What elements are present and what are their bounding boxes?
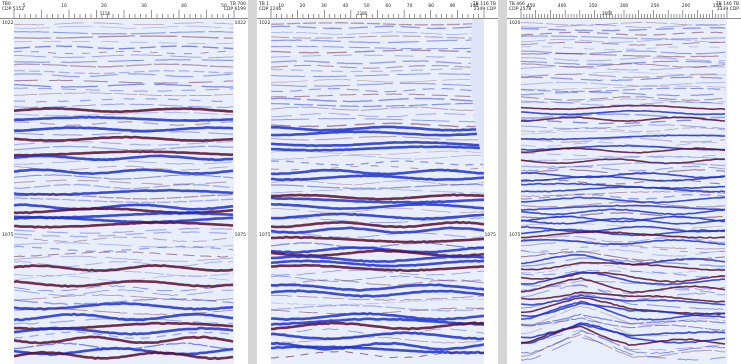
time-label-mid-left: 1075	[259, 233, 271, 238]
tick-ruler: 5 10 20 30 40 50	[13, 3, 235, 18]
header-left-label: TB 466 CDP 2578	[509, 2, 532, 12]
svg-text:30: 30	[141, 3, 147, 9]
header-left-label: TB0 CDP 5152	[2, 2, 25, 12]
header-right-label: TB 700 CDP 6199	[223, 2, 246, 12]
time-label-mid-right: 1075	[484, 233, 496, 238]
svg-text:90: 90	[450, 3, 456, 9]
time-label-top-right: 1022	[234, 21, 246, 26]
svg-text:40: 40	[181, 3, 187, 9]
time-label-top-left: 1020	[509, 21, 521, 26]
panel-header: 10 20 30 40 50 60 70 80 90 100 TB 1 CDP 2246 TB 1…	[257, 0, 498, 19]
panel-header: 450 400 350 300 250 200 150 TB 466 CDP 2578 TB…	[507, 0, 741, 19]
svg-text:70: 70	[407, 3, 413, 9]
time-label-top-left: 1022	[259, 21, 271, 26]
header-left-label: TB 1 CDP 2246	[259, 2, 282, 12]
svg-text:450: 450	[527, 3, 536, 9]
svg-text:350: 350	[589, 3, 598, 9]
seismic-panel-3: 450 400 350 300 250 200 150 TB 466 CDP 2578 TB…	[507, 0, 741, 364]
panel-header: 5 10 20 30 40 50 TB0 CDP 5152 TB 700 CDP 6199…	[0, 0, 248, 19]
seismic-panel-1: 5 10 20 30 40 50 TB0 CDP 5152 TB 700 CDP 6199…	[0, 0, 248, 364]
time-label-top-left: 1022	[2, 21, 14, 26]
svg-text:100: 100	[470, 3, 479, 9]
seismic-panel-2: 10 20 30 40 50 60 70 80 90 100 TB 1 CDP 2246 TB 1…	[257, 0, 498, 364]
svg-text:60: 60	[385, 3, 391, 9]
svg-text:30: 30	[321, 3, 327, 9]
svg-text:300: 300	[620, 3, 629, 9]
svg-text:80: 80	[428, 3, 434, 9]
panel-separator	[248, 0, 257, 364]
svg-text:10: 10	[61, 3, 67, 9]
panel-separator	[498, 0, 507, 364]
seismic-section	[521, 19, 727, 364]
header-right-label: TB 116 TB 2349 CDP	[472, 2, 496, 12]
seismic-section	[271, 19, 484, 364]
header-right-label: TB 146 TB 3339 CDP	[715, 2, 739, 12]
header-mid-label: 2280	[357, 11, 368, 16]
svg-text:50: 50	[364, 3, 370, 9]
svg-text:20: 20	[300, 3, 306, 9]
tick-ruler: 450 400 350 300 250 200 150	[520, 3, 728, 18]
svg-text:50: 50	[221, 3, 227, 9]
svg-text:400: 400	[558, 3, 567, 9]
svg-text:150: 150	[713, 3, 722, 9]
svg-text:10: 10	[278, 3, 284, 9]
svg-text:5: 5	[23, 3, 26, 9]
time-label-mid-left: 1075	[2, 233, 14, 238]
tick-ruler: 10 20 30 40 50 60 70 80 90 100	[270, 3, 485, 18]
seismic-section	[14, 19, 234, 364]
svg-text:250: 250	[651, 3, 660, 9]
svg-text:200: 200	[682, 3, 691, 9]
svg-text:40: 40	[342, 3, 348, 9]
time-label-mid-right: 1075	[234, 233, 246, 238]
header-mid-label: 2600	[602, 11, 613, 16]
svg-text:20: 20	[101, 3, 107, 9]
time-label-mid-left: 1075	[509, 233, 521, 238]
header-mid-label: 5156	[100, 11, 111, 16]
